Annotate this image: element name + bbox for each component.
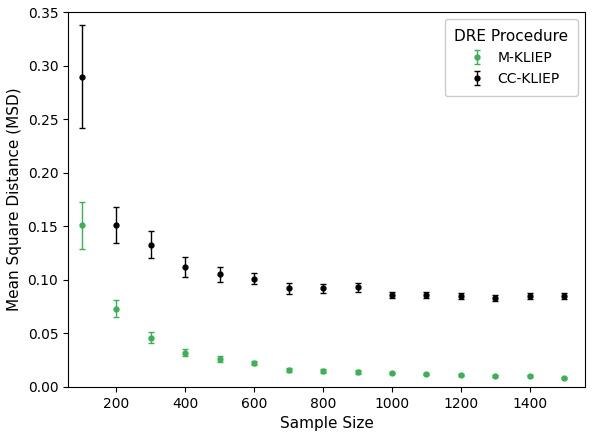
X-axis label: Sample Size: Sample Size <box>279 416 374 431</box>
Y-axis label: Mean Square Distance (MSD): Mean Square Distance (MSD) <box>7 88 22 311</box>
Legend: M-KLIEP, CC-KLIEP: M-KLIEP, CC-KLIEP <box>445 19 578 96</box>
